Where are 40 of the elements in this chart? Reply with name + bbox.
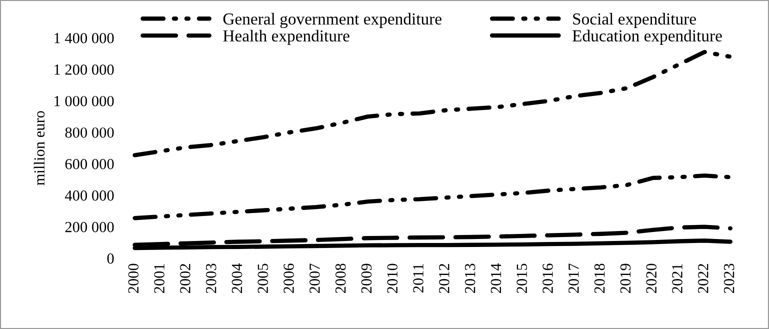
y-tick-label: 400 000 bbox=[64, 190, 114, 201]
legend-label: Health expenditure bbox=[223, 30, 350, 45]
x-tick-label: 2018 bbox=[594, 264, 605, 294]
x-tick-label: 2020 bbox=[646, 264, 657, 294]
x-tick-label: 2007 bbox=[310, 264, 320, 294]
x-tick-label: 2021 bbox=[672, 264, 682, 294]
x-tick-label: 2004 bbox=[232, 263, 242, 294]
x-tick-label: 2005 bbox=[258, 264, 268, 294]
y-tick-label: 1 400 000 bbox=[54, 32, 114, 44]
x-tick-label: 2003 bbox=[206, 264, 216, 294]
x-tick-label: 2006 bbox=[284, 264, 294, 294]
x-tick-label: 2016 bbox=[542, 264, 553, 294]
line-series bbox=[132, 50, 732, 158]
legend-label: General government expenditure bbox=[223, 12, 442, 28]
y-tick-label: 1 200 000 bbox=[54, 64, 114, 75]
legend-label: Social expenditure bbox=[573, 12, 696, 28]
x-tick-label: 2013 bbox=[464, 264, 476, 294]
y-tick-label: 1 000 000 bbox=[54, 96, 114, 106]
x-tick-label: 2002 bbox=[180, 264, 190, 294]
y-tick-label: 200 000 bbox=[65, 222, 114, 232]
x-tick-label: 2022 bbox=[698, 264, 708, 294]
x-tick-label: 2015 bbox=[516, 264, 528, 294]
y-tick-label: 0 bbox=[107, 253, 114, 264]
x-tick-label: 2023 bbox=[724, 264, 734, 294]
line-series bbox=[132, 224, 732, 247]
y-axis-title: million euro bbox=[34, 111, 45, 186]
x-tick-label: 2011 bbox=[413, 264, 424, 292]
x-tick-label: 2000 bbox=[128, 264, 139, 294]
x-tick-label: 2008 bbox=[335, 264, 346, 294]
x-tick-label: 2019 bbox=[620, 264, 631, 294]
x-tick-label: 2014 bbox=[490, 263, 502, 294]
y-tick-label: 600 000 bbox=[65, 158, 114, 170]
x-tick-label: 2010 bbox=[387, 264, 398, 294]
y-tick-label: 800 000 bbox=[65, 127, 114, 138]
legend-label: Education expenditure bbox=[572, 30, 722, 45]
x-tick-label: 2012 bbox=[439, 264, 450, 294]
line-series bbox=[132, 174, 732, 220]
x-tick-label: 2001 bbox=[154, 264, 164, 294]
x-tick-label: 2017 bbox=[568, 264, 579, 294]
x-tick-label: 2009 bbox=[361, 264, 372, 294]
